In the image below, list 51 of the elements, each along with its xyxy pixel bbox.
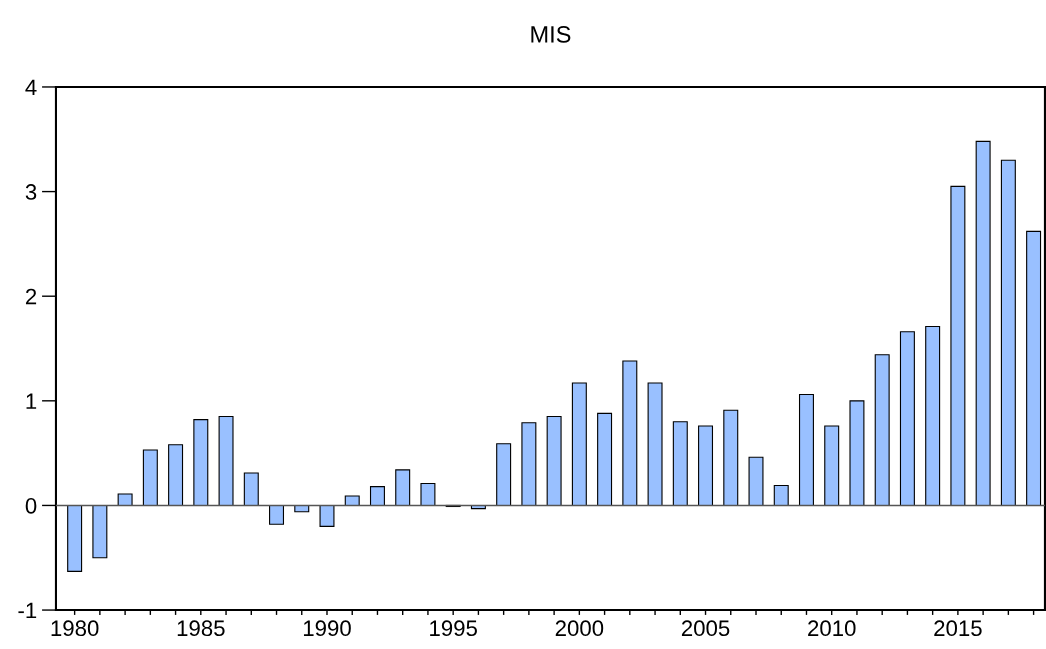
bar: [849, 400, 865, 506]
bar: [698, 425, 714, 506]
bar: [748, 456, 764, 506]
x-tick-label: 1995: [430, 620, 477, 637]
bar: [950, 185, 966, 506]
bar: [723, 409, 739, 506]
bar: [369, 486, 385, 506]
bar: [496, 443, 512, 506]
x-tick-label: 1980: [51, 620, 99, 637]
chart-title: MIS: [531, 26, 571, 43]
bar: [975, 140, 991, 506]
bar: [243, 472, 259, 506]
bar: [571, 382, 587, 506]
bar: [218, 415, 234, 506]
bar: [1000, 159, 1016, 506]
bar: [647, 382, 663, 506]
x-tick-label: 1985: [177, 620, 225, 637]
bar: [168, 444, 184, 506]
y-tick-label: 1: [26, 393, 37, 409]
bar: [319, 504, 335, 527]
y-tick-label: 4: [25, 79, 37, 96]
x-tick-label: 2000: [555, 620, 604, 637]
x-tick-label: 1990: [303, 620, 351, 637]
bar: [672, 421, 688, 506]
y-tick-label: 0: [25, 497, 37, 514]
bar: [622, 360, 638, 506]
bar: [899, 331, 915, 506]
bar: [67, 504, 83, 572]
bar: [925, 325, 941, 506]
y-tick-label: 2: [25, 288, 37, 305]
bar: [597, 412, 613, 506]
bar: [193, 419, 209, 506]
x-tick-label: 2010: [808, 620, 856, 637]
bar: [773, 485, 789, 506]
x-tick-label: 2015: [934, 620, 982, 637]
bar: [420, 482, 436, 506]
bar: [344, 495, 360, 506]
bar: [92, 504, 108, 559]
bar: [395, 469, 411, 506]
bar: [824, 425, 840, 506]
bar: [142, 449, 158, 506]
bar: [546, 415, 562, 506]
bar: [269, 504, 285, 525]
bar: [117, 493, 133, 506]
y-tick-label: -1: [18, 602, 37, 619]
bar: [798, 393, 814, 506]
x-tick-label: 2005: [681, 620, 730, 637]
bar: [874, 354, 890, 506]
y-tick-label: 3: [25, 184, 37, 200]
bar: [521, 422, 537, 506]
bar: [1026, 230, 1042, 506]
